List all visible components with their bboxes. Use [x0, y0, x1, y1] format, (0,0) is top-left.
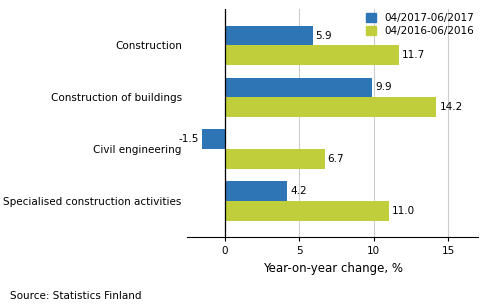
Text: -1.5: -1.5 [179, 134, 199, 144]
Legend: 04/2017-06/2017, 04/2016-06/2016: 04/2017-06/2017, 04/2016-06/2016 [363, 11, 476, 38]
Bar [225, 45, 399, 65]
Text: 9.9: 9.9 [375, 82, 392, 92]
Text: 14.2: 14.2 [439, 102, 462, 112]
Text: 5.9: 5.9 [316, 30, 332, 40]
Text: 11.0: 11.0 [392, 206, 415, 216]
Bar [225, 78, 372, 97]
Bar [225, 97, 436, 117]
Bar [225, 26, 313, 45]
Text: Source: Statistics Finland: Source: Statistics Finland [10, 291, 141, 301]
Text: 6.7: 6.7 [327, 154, 344, 164]
X-axis label: Year-on-year change, %: Year-on-year change, % [263, 262, 403, 275]
Bar [225, 149, 324, 169]
Text: 11.7: 11.7 [402, 50, 425, 60]
Bar [225, 201, 388, 220]
Text: 4.2: 4.2 [290, 186, 307, 196]
Bar [225, 181, 287, 201]
Bar [202, 129, 225, 149]
